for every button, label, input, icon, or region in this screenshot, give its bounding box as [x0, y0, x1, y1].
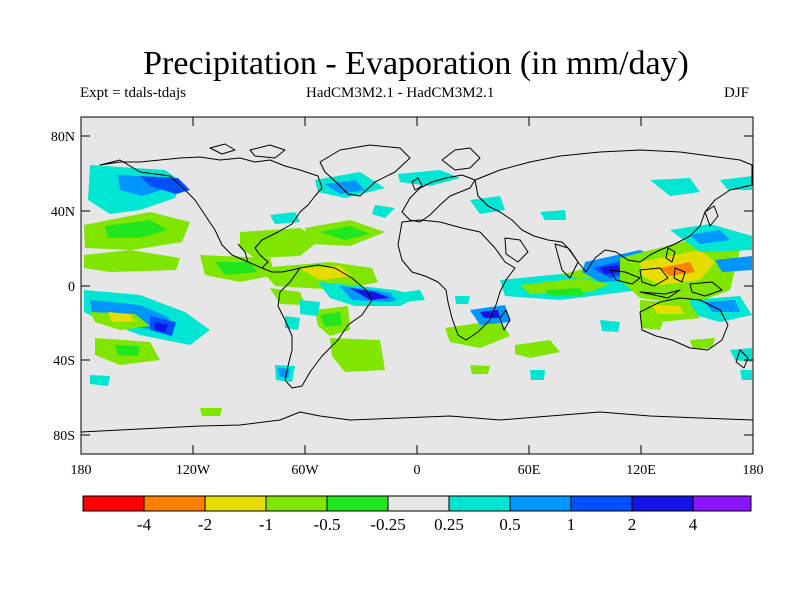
coast-sulawesi — [673, 267, 686, 283]
colorbar-label: 2 — [628, 515, 637, 534]
coast-baja — [237, 243, 249, 263]
coast-india — [554, 243, 579, 279]
axes: 80N 40N 0 40S 80S 180 120W 60W 0 60E 120… — [51, 117, 764, 478]
colorbar-swatch — [82, 495, 145, 512]
coast-scandinavia — [441, 147, 481, 171]
lon-label-0: 0 — [414, 463, 421, 478]
colorbar-label: -2 — [198, 515, 212, 534]
lon-label-60w: 60W — [291, 463, 319, 478]
coast-british-isles — [411, 177, 423, 191]
coastline-layer — [81, 143, 753, 433]
colorbar-swatch — [387, 495, 450, 512]
coast-africa — [397, 219, 516, 341]
lon-label-180w: 180 — [71, 463, 92, 478]
colorbar-label: -0.25 — [370, 515, 405, 534]
colorbar-label: -1 — [259, 515, 273, 534]
colorbar-swatch — [448, 495, 511, 512]
coast-madagascar — [499, 309, 511, 331]
colorbar: -4 -2 -1 -0.5 -0.25 0.25 0.5 1 2 4 — [82, 495, 752, 534]
lon-label-180e: 180 — [743, 463, 764, 478]
coast-central-america — [261, 267, 301, 273]
coast-north-america — [99, 156, 323, 269]
coast-arctic-islands — [249, 144, 286, 159]
colorbar-swatch — [265, 495, 328, 512]
lat-label-80n: 80N — [51, 130, 75, 145]
lat-label-40n: 40N — [51, 205, 75, 220]
coast-arctic-islands-2 — [209, 143, 236, 155]
colorbar-label: -0.5 — [314, 515, 341, 534]
coast-south-america — [277, 264, 373, 389]
coast-arabia — [504, 237, 529, 263]
coast-java — [639, 289, 681, 299]
chart-title: Precipitation - Evaporation (in mm/day) — [143, 45, 689, 82]
colorbar-label: 4 — [689, 515, 698, 534]
coast-japan — [704, 205, 719, 227]
model-label: HadCM3M2.1 - HadCM3M2.1 — [306, 85, 495, 101]
lat-label-0: 0 — [68, 280, 75, 295]
colorbar-label: 0.25 — [434, 515, 464, 534]
coast-new-guinea — [689, 281, 723, 297]
colorbar-swatch — [692, 495, 752, 512]
colorbar-label: 1 — [567, 515, 576, 534]
lat-label-80s: 80S — [53, 429, 75, 444]
colorbar-swatch — [326, 495, 389, 512]
coast-philippines — [665, 247, 676, 263]
lat-label-40s: 40S — [53, 354, 75, 369]
lon-label-120e: 120E — [626, 463, 656, 478]
colorbar-swatch — [143, 495, 206, 512]
colorbar-label: -4 — [137, 515, 152, 534]
colorbar-label: 0.5 — [499, 515, 520, 534]
lon-label-120w: 120W — [176, 463, 211, 478]
colorbar-swatch — [570, 495, 633, 512]
field-layer — [84, 165, 752, 416]
coast-new-zealand — [735, 349, 749, 369]
season-label: DJF — [724, 85, 750, 101]
colorbar-swatch — [204, 495, 267, 512]
coast-antarctica — [81, 411, 753, 433]
coast-greenland — [319, 144, 411, 197]
coast-asia — [474, 149, 753, 273]
colorbar-swatch — [631, 495, 694, 512]
coast-borneo — [639, 267, 669, 287]
experiment-label: Expt = tdals-tdajs — [80, 85, 186, 101]
coast-sumatra — [609, 269, 641, 285]
lon-label-60e: 60E — [518, 463, 541, 478]
coast-australia — [639, 297, 729, 351]
colorbar-swatch — [509, 495, 572, 512]
